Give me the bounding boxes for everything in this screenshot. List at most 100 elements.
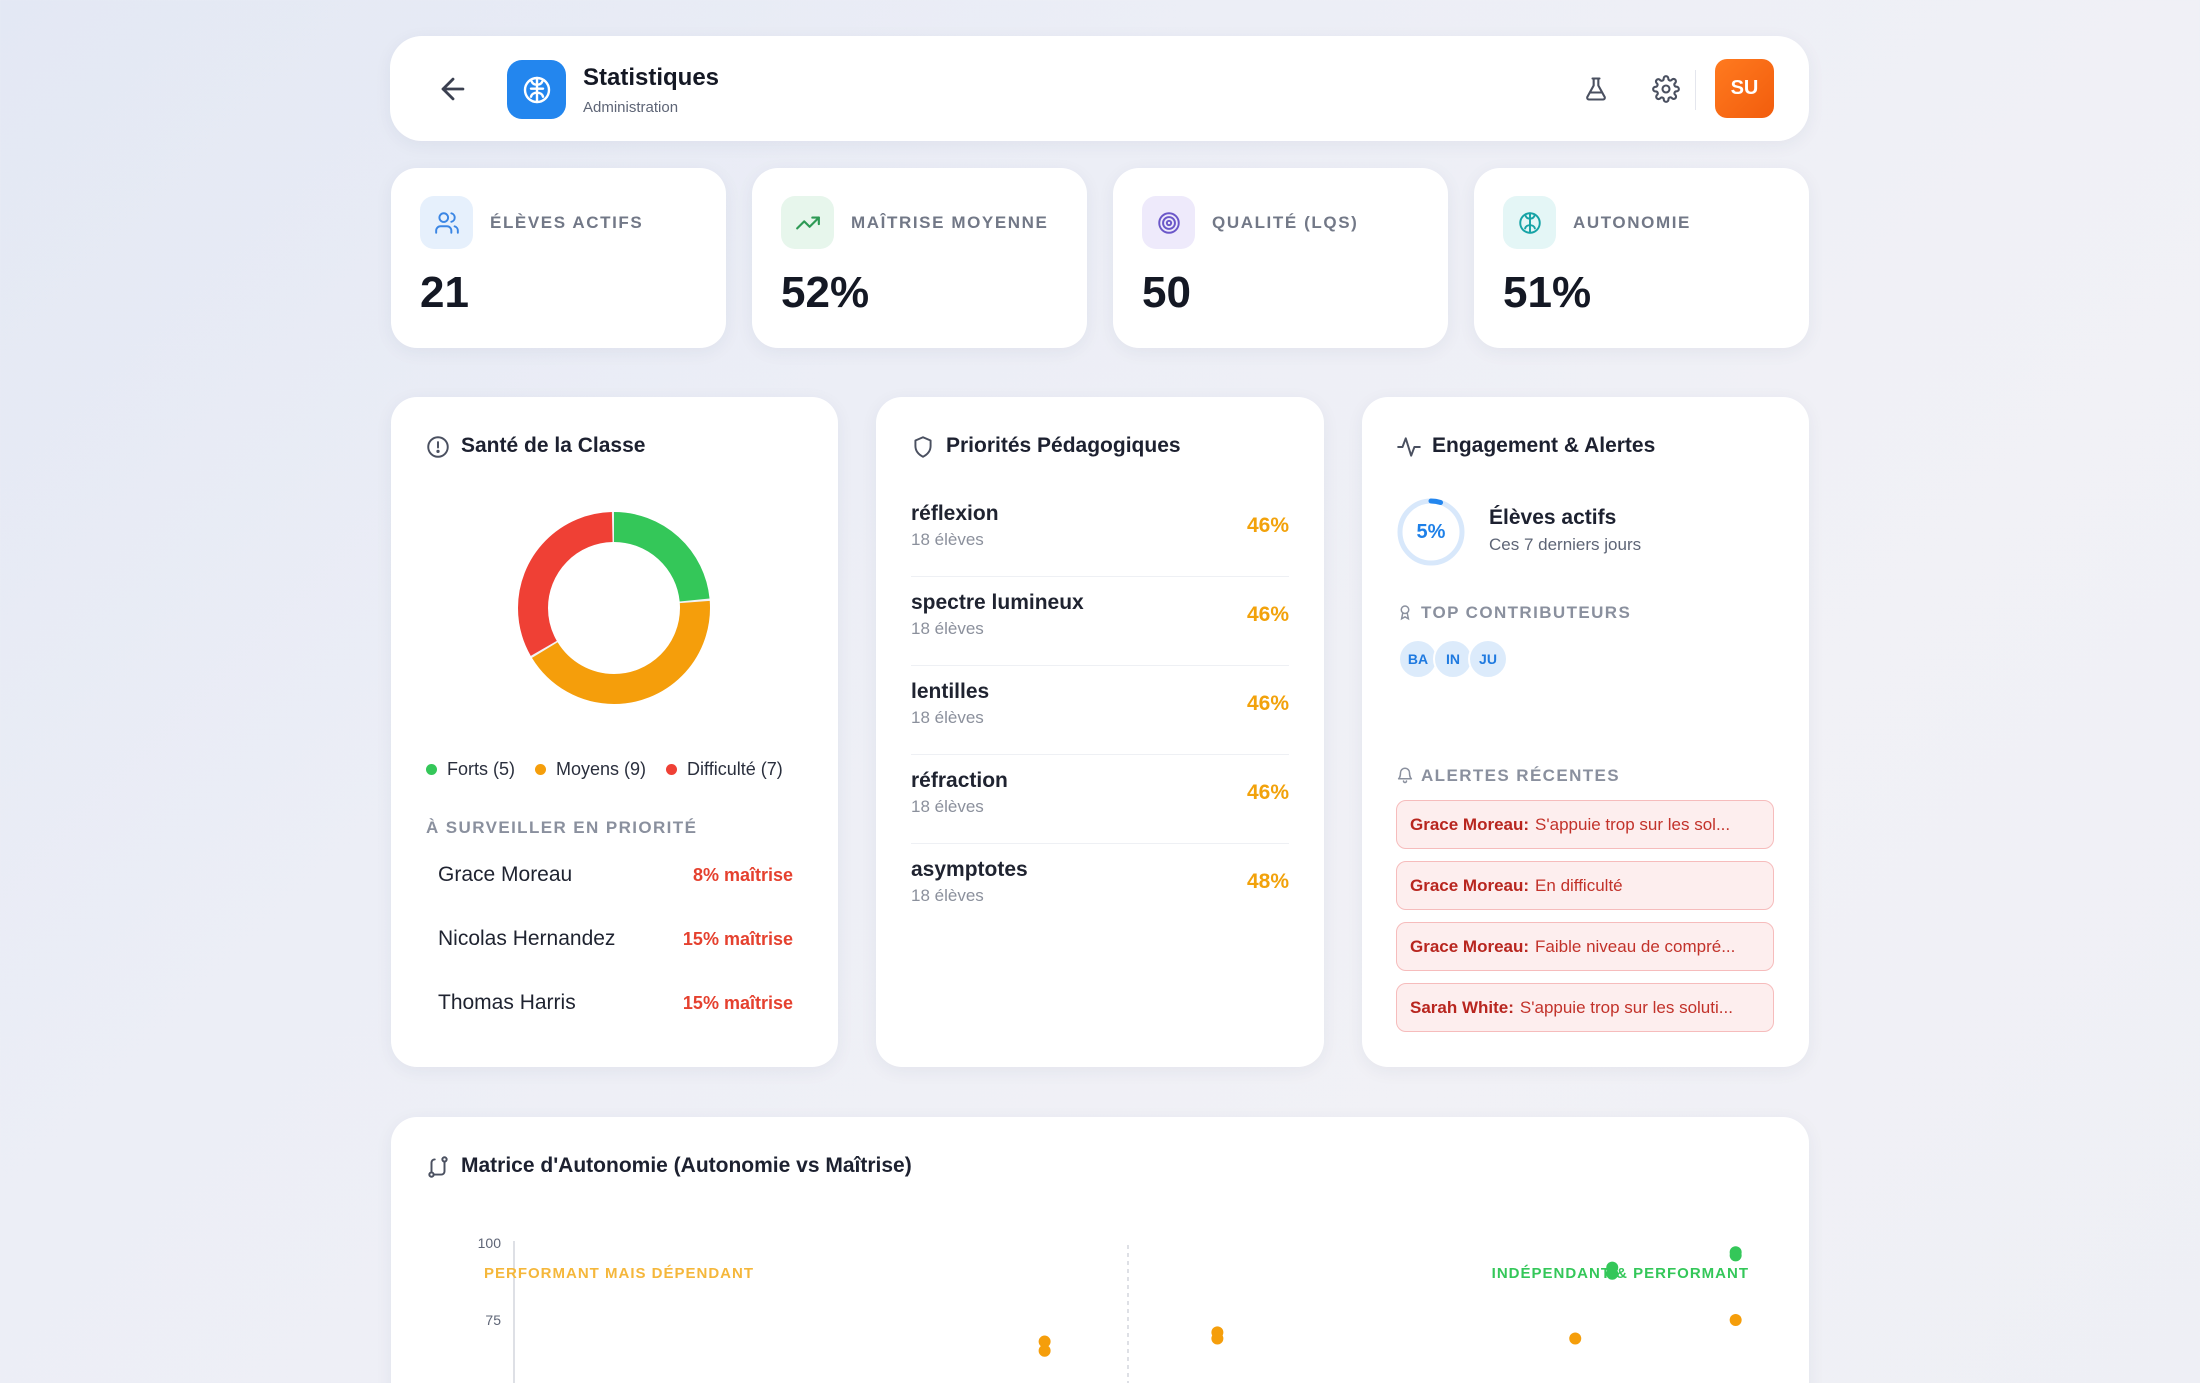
topic-count: 18 élèves [911,530,984,549]
kpi-label: AUTONOMIE [1573,213,1691,232]
scatter-point[interactable] [1729,1249,1742,1262]
topic-name: lentilles [911,680,990,703]
contributors-title: TOP CONTRIBUTEURS [1421,603,1632,622]
matrice-autonomie-card: Matrice d'Autonomie (Autonomie vs Maîtri… [391,1117,1809,1383]
users-icon [420,196,473,249]
topic-row[interactable]: réfraction 18 élèves 46% [911,755,1289,844]
ring-progress [1397,498,1465,566]
kpi-card-autonomie: AUTONOMIE 51% [1474,168,1809,348]
topic-row[interactable]: spectre lumineux 18 élèves 46% [911,577,1289,666]
active-students-heading: Élèves actifs [1489,506,1617,529]
scatter-point[interactable] [1569,1332,1582,1345]
contributor-chip[interactable]: IN [1433,639,1473,679]
sante-classe-card: Santé de la Classe Forts (5) Moyens (9) … [391,397,838,1067]
student-name: Nicolas Hernandez [438,927,616,950]
mastery-score: 15% maîtrise [682,928,793,949]
topic-name: réflexion [911,502,999,525]
alert-item[interactable]: Sarah White: S'appuie trop sur les solut… [1396,983,1774,1032]
alert-student: Grace Moreau: [1410,936,1530,956]
topic-row[interactable]: réflexion 18 élèves 46% [911,488,1289,577]
topic-name: réfraction [911,769,1008,792]
legend-item-forts: Forts (5) [426,759,515,780]
alert-text: S'appuie trop sur les soluti... [1519,997,1733,1017]
legend-item-difficulte: Difficulté (7) [666,759,783,780]
header-divider [1695,70,1696,110]
flask-icon[interactable] [1577,70,1615,108]
award-icon [1396,603,1414,621]
topic-name: asymptotes [911,858,1028,881]
alerts-title: ALERTES RÉCENTES [1421,766,1621,785]
target-icon [1142,196,1195,249]
activity-icon [1396,434,1422,460]
quadrant-label-dependant: PERFORMANT MAIS DÉPENDANT [484,1265,754,1282]
topic-count: 18 élèves [911,886,984,905]
scatter-point[interactable] [1038,1344,1051,1357]
route-icon [425,1154,451,1180]
top-header-bar: Statistiques Administration SU [390,36,1809,141]
kpi-value: 50 [1142,268,1191,317]
ring-value: 5% [1416,520,1446,543]
kpi-label: MAÎTRISE MOYENNE [851,213,1049,232]
section-title: Engagement & Alertes [1432,434,1656,457]
donut-slice-1[interactable] [518,512,710,704]
topic-count: 18 élèves [911,797,984,816]
topic-row[interactable]: lentilles 18 élèves 46% [911,666,1289,755]
user-avatar[interactable]: SU [1715,59,1774,118]
trending-up-icon [781,196,834,249]
back-arrow-icon[interactable] [436,72,470,106]
topic-percentage: 46% [1246,514,1289,537]
legend-label: Forts (5) [447,759,516,779]
contributor-chip[interactable]: BA [1398,639,1438,679]
scatter-point[interactable] [1729,1314,1742,1326]
quadrant-label-independant: INDÉPENDANT & PERFORMANT [1492,1265,1749,1282]
legend-item-moyens: Moyens (9) [535,759,646,780]
y-tick-label: 75 [485,1312,501,1328]
section-title: Santé de la Classe [461,434,646,457]
alert-item[interactable]: Grace Moreau: En difficulté [1396,861,1774,910]
shield-icon [910,434,936,460]
contributor-chip[interactable]: JU [1468,639,1508,679]
donut-slice-2[interactable] [518,512,710,704]
donut-slice-0[interactable] [518,512,710,704]
bell-icon [1396,766,1414,784]
topic-row[interactable]: asymptotes 18 élèves 48% [911,844,1289,933]
student-name: Thomas Harris [438,991,576,1014]
topic-percentage: 48% [1246,870,1289,893]
mastery-score: 15% maîtrise [682,992,793,1013]
autonomy-matrix-chart: 100 75 PERFORMANT MAIS DÉPENDANT INDÉPENDAN… [478,1235,1749,1383]
kpi-card-eleves-actifs: ÉLÈVES ACTIFS 21 [391,168,726,348]
kpi-card-maitrise-moyenne: MAÎTRISE MOYENNE 52% [752,168,1087,348]
scatter-point[interactable] [1606,1267,1619,1280]
watch-list-row[interactable]: Nicolas Hernandez 15% maîtrise [438,927,793,951]
watch-list-title: À SURVEILLER EN PRIORITÉ [426,818,698,837]
topic-percentage: 46% [1246,692,1289,715]
kpi-value: 21 [420,268,469,317]
topic-percentage: 46% [1246,781,1289,804]
kpi-value: 52% [781,268,870,317]
alert-circle-icon [425,434,451,460]
chart-title: Matrice d'Autonomie (Autonomie vs Maîtri… [461,1154,912,1177]
watch-list-row[interactable]: Grace Moreau 8% maîtrise [438,863,793,887]
legend-label: Difficulté (7) [687,759,783,779]
page-subtitle: Administration [583,99,679,116]
kpi-card-qualite: QUALITÉ (LQS) 50 [1113,168,1448,348]
engagement-alertes-card: Engagement & Alertes 5% Élèves actifs Ce… [1362,397,1809,1067]
scatter-point[interactable] [1211,1332,1224,1345]
legend-dot [666,764,678,775]
scatter-point[interactable] [1038,1335,1051,1348]
mastery-score: 8% maîtrise [692,864,793,885]
active-students-ring [1397,498,1465,566]
topic-name: spectre lumineux [911,591,1084,614]
y-tick-label: 100 [478,1235,502,1251]
alert-item[interactable]: Grace Moreau: Faible niveau de compré... [1396,922,1774,971]
gear-icon[interactable] [1647,70,1685,108]
priorites-pedagogiques-card: Priorités Pédagogiques réflexion 18 élèv… [876,397,1324,1067]
topic-percentage: 46% [1246,603,1289,626]
alert-text: Faible niveau de compré... [1535,936,1736,956]
section-title: Priorités Pédagogiques [946,434,1181,457]
watch-list-row[interactable]: Thomas Harris 15% maîtrise [438,991,793,1015]
alert-text: En difficulté [1535,875,1623,895]
alert-item[interactable]: Grace Moreau: S'appuie trop sur les sol.… [1396,800,1774,849]
topic-count: 18 élèves [911,619,984,638]
page-title: Statistiques [583,64,720,91]
